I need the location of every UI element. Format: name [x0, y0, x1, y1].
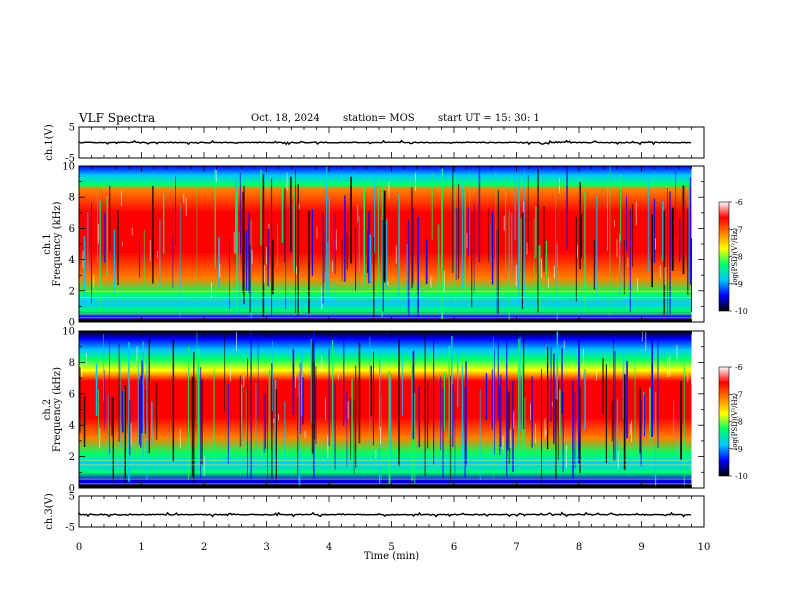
x-tick-label: 9	[638, 542, 644, 553]
colorbar-tick-label: -8	[735, 418, 743, 427]
x-tick-label: 4	[326, 542, 332, 553]
x-tick-label: 1	[138, 542, 144, 553]
colorbar-tick-label: -6	[735, 198, 743, 207]
y-tick-label: 6	[69, 224, 75, 235]
spectral-line	[79, 459, 692, 461]
y-tick-label: -5	[65, 154, 75, 165]
spectral-line	[79, 317, 692, 319]
y-tick-label: 10	[62, 162, 75, 173]
spectral-line	[79, 483, 692, 485]
colorbar-label: log(PSD)(V²/Hz)	[731, 228, 739, 285]
date-label: Oct. 18, 2024	[251, 113, 320, 124]
y-tick-label: 2	[69, 286, 75, 297]
spectral-line	[79, 313, 692, 315]
ch1-voltage-trace	[78, 139, 692, 146]
y-axis-label: ch.1(V)	[44, 124, 55, 161]
y-tick-label: 4	[69, 421, 75, 432]
y-tick-label: -5	[65, 523, 75, 534]
colorbar-tick-label: -6	[735, 363, 743, 372]
y-axis-label: Frequency (kHz)	[52, 367, 63, 452]
y-tick-label: 0	[69, 484, 75, 495]
colorbar-label: log(PSD)(V²/Hz)	[731, 393, 739, 450]
y-axis-label: ch.3(V)	[44, 493, 55, 530]
spectral-line	[79, 297, 692, 298]
colorbar-tick-label: -10	[735, 307, 748, 316]
y-tick-label: 6	[69, 389, 75, 400]
x-tick-label: 2	[201, 542, 207, 553]
y-tick-label: 8	[69, 358, 75, 369]
colorbar-tick-label: -8	[735, 253, 743, 262]
x-axis-label: Time (min)	[364, 551, 419, 562]
station-label: station= MOS	[343, 113, 415, 124]
ch3-voltage-trace	[78, 511, 692, 518]
colorbar-tick-label: -9	[735, 445, 743, 454]
y-tick-label: 10	[62, 327, 75, 338]
y-tick-label: 0	[69, 318, 75, 329]
x-tick-label: 0	[76, 542, 82, 553]
colorbar-ch1	[718, 201, 730, 312]
colorbar-tick-label: -9	[735, 280, 743, 289]
x-tick-label: 7	[513, 542, 519, 553]
y-tick-label: 5	[69, 123, 75, 134]
start-time-label: start UT = 15: 30: 1	[438, 113, 540, 124]
y-tick-label: 5	[69, 492, 75, 503]
chart-title: VLF Spectra	[79, 111, 156, 125]
x-tick-label: 10	[698, 542, 711, 553]
baseline-band	[79, 485, 692, 488]
colorbar-tick-label: -7	[735, 390, 743, 399]
x-tick-label: 3	[263, 542, 269, 553]
y-axis-label: ch.2	[42, 399, 53, 421]
spectrogram-streaks-ch1	[79, 166, 692, 322]
y-tick-label: 4	[69, 255, 75, 266]
y-axis-label: ch.1	[42, 233, 53, 255]
spectrogram-background-ch2	[79, 331, 692, 488]
x-tick-label: 6	[451, 542, 457, 553]
spectral-line	[79, 464, 692, 466]
spectral-line	[79, 290, 692, 292]
baseline-band	[79, 319, 692, 322]
x-tick-label: 5	[388, 542, 394, 553]
y-axis-label: Frequency (kHz)	[52, 201, 63, 286]
y-tick-label: 2	[69, 452, 75, 463]
colorbar-tick-label: -10	[735, 472, 748, 481]
spectrogram-streaks-ch2	[79, 331, 692, 488]
spectral-line	[79, 478, 692, 480]
colorbar-tick-label: -7	[735, 225, 743, 234]
y-tick-label: 8	[69, 193, 75, 204]
colorbar-ch2	[718, 366, 730, 477]
x-tick-label: 8	[576, 542, 582, 553]
